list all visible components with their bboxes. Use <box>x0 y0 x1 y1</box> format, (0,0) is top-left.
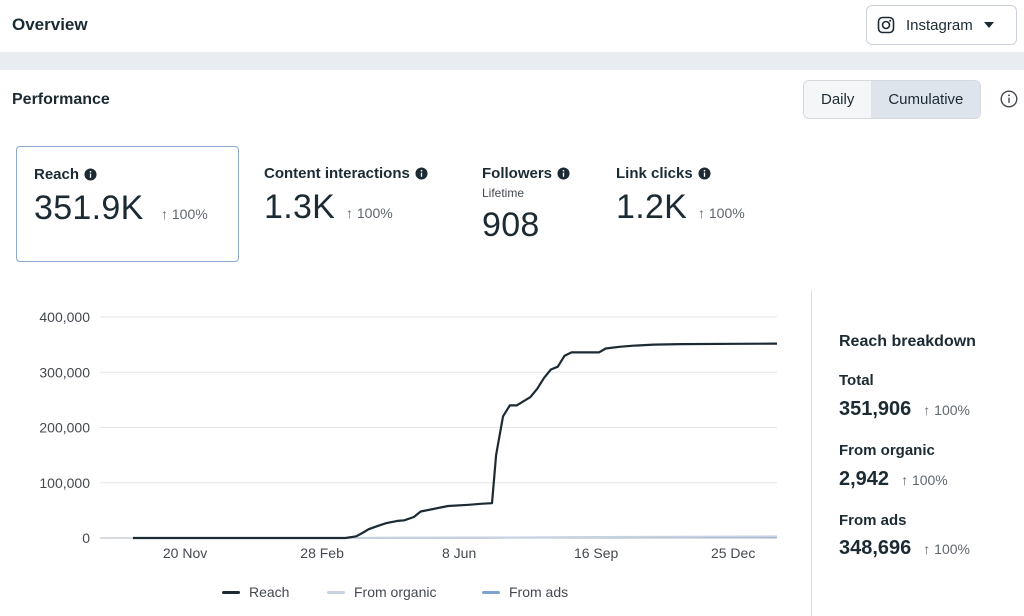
y-tick-label: 100,000 <box>39 475 90 491</box>
legend-label: From ads <box>509 584 569 600</box>
metric-label-row: Link clicks <box>616 165 711 182</box>
legend-swatch <box>482 590 500 594</box>
info-icon[interactable] <box>1000 90 1018 108</box>
metric-card-reach[interactable]: Reach 351.9K ↑ 100% <box>16 146 239 262</box>
metric-card-followers[interactable]: Followers Lifetime 908 <box>466 146 586 262</box>
panel-divider <box>811 290 812 616</box>
metric-value: 1.3K <box>264 188 336 226</box>
metric-label: Reach <box>34 166 80 183</box>
platform-dropdown-label: Instagram <box>906 16 973 34</box>
breakdown-value-total: 351,906 ↑ 100% <box>839 398 970 421</box>
breakdown-number: 2,942 <box>839 468 890 490</box>
x-tick-label: 16 Sep <box>574 545 619 561</box>
breakdown-label-total: Total <box>839 372 874 389</box>
info-icon[interactable] <box>698 167 711 180</box>
metric-label: Content interactions <box>264 165 410 182</box>
cumulative-button[interactable]: Cumulative <box>871 81 981 118</box>
breakdown-label-organic: From organic <box>839 442 935 459</box>
metric-label: Link clicks <box>616 165 693 182</box>
section-divider <box>0 52 1024 70</box>
series-line-reach <box>133 342 778 540</box>
legend-swatch <box>327 590 345 594</box>
metric-value: 908 <box>482 206 540 244</box>
y-tick-label: 300,000 <box>39 364 90 380</box>
metric-label-row: Reach <box>34 166 97 183</box>
info-icon[interactable] <box>415 167 428 180</box>
daily-button[interactable]: Daily <box>804 81 872 118</box>
metric-card-content-interactions[interactable]: Content interactions 1.3K ↑ 100% <box>248 146 448 262</box>
breakdown-label-ads: From ads <box>839 512 907 529</box>
breakdown-value-organic: 2,942 ↑ 100% <box>839 468 948 491</box>
info-icon[interactable] <box>84 168 97 181</box>
legend-label: Reach <box>249 584 290 600</box>
instagram-icon <box>877 16 895 34</box>
legend-item-from-ads[interactable]: From ads <box>482 584 568 600</box>
x-tick-label: 28 Feb <box>300 545 344 561</box>
metric-label-row: Content interactions <box>264 165 428 182</box>
legend-item-reach[interactable]: Reach <box>222 584 289 600</box>
top-bar: Overview Instagram <box>0 0 1024 52</box>
legend-swatch <box>222 590 240 594</box>
x-tick-label: 25 Dec <box>711 545 755 561</box>
chevron-down-icon <box>983 22 994 28</box>
legend-item-from-organic[interactable]: From organic <box>327 584 436 600</box>
metric-change: ↑ 100% <box>698 205 745 221</box>
breakdown-number: 348,696 <box>839 537 912 559</box>
metric-label-row: Followers <box>482 165 570 182</box>
section-title: Performance <box>12 91 110 108</box>
breakdown-change: ↑ 100% <box>901 472 948 488</box>
breakdown-change: ↑ 100% <box>923 402 970 418</box>
breakdown-number: 351,906 <box>839 398 912 420</box>
legend-label: From organic <box>354 584 437 600</box>
metric-card-link-clicks[interactable]: Link clicks 1.2K ↑ 100% <box>600 146 780 262</box>
metric-change: ↑ 100% <box>346 205 393 221</box>
metric-value: 1.2K <box>616 188 688 226</box>
y-tick-label: 0 <box>82 530 90 546</box>
info-icon[interactable] <box>557 167 570 180</box>
y-tick-label: 400,000 <box>39 309 90 325</box>
x-tick-label: 20 Nov <box>163 545 207 561</box>
time-mode-toggle: Daily Cumulative <box>803 80 982 119</box>
breakdown-change: ↑ 100% <box>923 541 970 557</box>
metric-value: 351.9K <box>34 189 144 227</box>
reach-line-chart: 400,000 300,000 200,000 100,000 0 20 Nov 28 Fe… <box>39 309 778 561</box>
y-tick-label: 200,000 <box>39 420 90 436</box>
page-title: Overview <box>12 15 88 34</box>
x-tick-label: 8 Jun <box>442 545 476 561</box>
breakdown-title: Reach breakdown <box>839 333 976 350</box>
breakdown-value-ads: 348,696 ↑ 100% <box>839 537 970 560</box>
platform-dropdown[interactable]: Instagram <box>866 5 1017 45</box>
metric-sublabel: Lifetime <box>482 186 525 200</box>
metric-label: Followers <box>482 165 553 182</box>
metric-change: ↑ 100% <box>161 206 208 222</box>
